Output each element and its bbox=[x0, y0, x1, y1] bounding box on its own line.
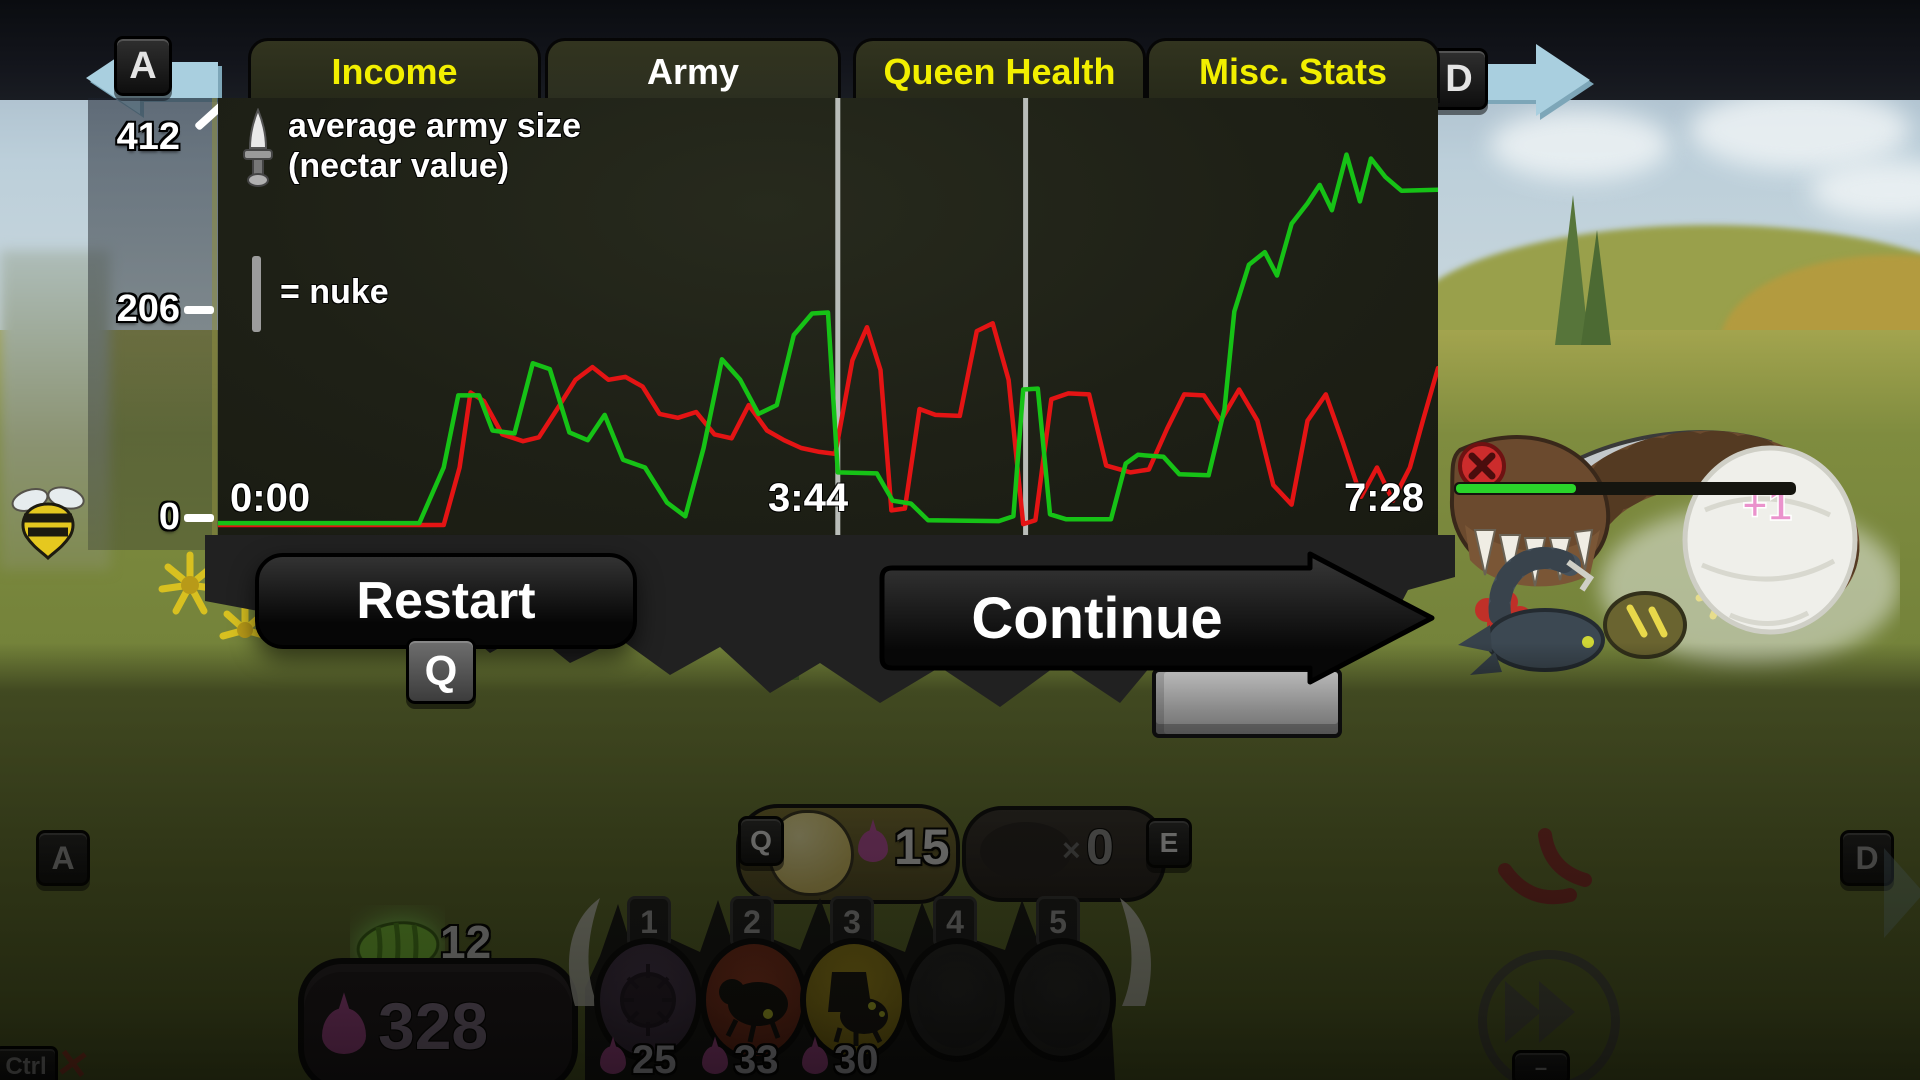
chart-left-edge bbox=[212, 98, 217, 550]
dagger-icon bbox=[243, 108, 273, 187]
y-tick-206 bbox=[184, 306, 214, 314]
boss-health-fill bbox=[1456, 484, 1576, 493]
tab-misc-stats[interactable]: Misc. Stats bbox=[1146, 38, 1440, 103]
nectar-droplet-icon bbox=[322, 1008, 366, 1054]
nuke-event-line bbox=[835, 98, 841, 535]
bee bbox=[11, 486, 85, 561]
y-axis-gutter bbox=[88, 98, 218, 550]
nectar-seed bbox=[1603, 591, 1687, 659]
cost-droplet-icon bbox=[600, 1046, 626, 1074]
cloud bbox=[1690, 90, 1910, 170]
tab-income[interactable]: Income bbox=[248, 38, 541, 103]
tusk bbox=[1120, 898, 1151, 1006]
egg-cost-droplet-icon bbox=[858, 830, 888, 862]
slot-1-cost: 25 bbox=[632, 1038, 677, 1080]
unit-slot-4-empty[interactable] bbox=[903, 938, 1011, 1062]
egg-hotkey-keycap: Q bbox=[738, 816, 784, 866]
army-chart-svg bbox=[218, 98, 1438, 535]
army-size-line-green bbox=[218, 152, 1438, 526]
grass-spike bbox=[1555, 195, 1611, 345]
restart-button[interactable]: Restart bbox=[255, 553, 637, 649]
special-hotkey-keycap: E bbox=[1146, 818, 1192, 868]
legend-series-label-1: average army size bbox=[288, 107, 581, 145]
legend-nuke-label: = nuke bbox=[280, 273, 389, 311]
army-chart-panel: average army size (nectar value) = nuke … bbox=[218, 98, 1438, 535]
egg-cost: 15 bbox=[894, 819, 950, 875]
cost-droplet-icon bbox=[702, 1046, 728, 1074]
button-eye bbox=[1458, 442, 1506, 490]
continue-label: Continue bbox=[971, 586, 1222, 651]
x-tick-mid: 3:44 bbox=[768, 476, 849, 520]
nuke-legend-bar-icon bbox=[252, 256, 261, 332]
y-tick-label-412: 412 bbox=[116, 116, 180, 158]
unit-slot-5-empty[interactable] bbox=[1008, 938, 1116, 1062]
boss-monster-scene: +1 bbox=[1449, 430, 1900, 675]
cocoon bbox=[1682, 445, 1858, 635]
right-scroll-arrow[interactable] bbox=[1884, 838, 1920, 948]
scroll-left-keycap: A bbox=[36, 830, 90, 886]
army-size-line-red bbox=[218, 321, 1438, 528]
legend-series-label-2: (nectar value) bbox=[288, 147, 510, 185]
tab-queen-health[interactable]: Queen Health bbox=[853, 38, 1146, 103]
y-tick-label-0: 0 bbox=[158, 496, 180, 538]
ctrl-keycap: Ctrl bbox=[0, 1046, 58, 1080]
restart-hotkey-keycap: Q bbox=[406, 638, 476, 704]
nuke-event-line bbox=[1023, 98, 1029, 535]
nectar-amount: 328 bbox=[378, 989, 489, 1063]
prev-tab-keycap: A bbox=[114, 36, 172, 96]
continue-button[interactable]: Continue bbox=[872, 550, 1442, 690]
dim-red-flower bbox=[1498, 828, 1592, 905]
fast-forward-keycap: – bbox=[1512, 1050, 1570, 1080]
y-tick-0 bbox=[184, 514, 214, 522]
x-tick-end: 7:28 bbox=[1343, 476, 1424, 520]
special-icon bbox=[980, 822, 1072, 880]
tab-army[interactable]: Army bbox=[545, 38, 841, 103]
slot-2-cost: 33 bbox=[734, 1038, 779, 1080]
slot-3-cost: 30 bbox=[834, 1038, 879, 1080]
x-tick-start: 0:00 bbox=[230, 476, 311, 520]
y-tick-label-206: 206 bbox=[116, 288, 180, 330]
next-tab-arrow[interactable] bbox=[1478, 42, 1598, 122]
special-count-times: × bbox=[1062, 832, 1081, 868]
cost-droplet-icon bbox=[802, 1046, 828, 1074]
special-count: 0 bbox=[1086, 819, 1114, 875]
disabled-x-icon: ✕ bbox=[53, 1040, 93, 1080]
